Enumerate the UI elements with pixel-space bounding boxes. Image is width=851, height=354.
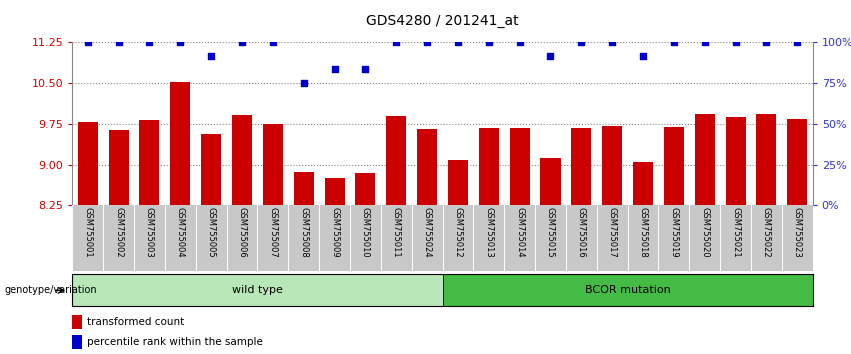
Bar [294,172,314,205]
Point [111,40,125,45]
Text: genotype/variation: genotype/variation [4,285,97,295]
Text: BCOR mutation: BCOR mutation [585,285,671,295]
Text: wild type: wild type [232,285,283,295]
Text: GSM755020: GSM755020 [700,207,709,258]
Point [420,40,434,45]
Text: GSM755008: GSM755008 [300,207,308,258]
Point [667,40,681,45]
Bar [109,130,129,205]
Text: GSM755013: GSM755013 [484,207,494,258]
Point [204,53,218,58]
Bar [479,128,499,205]
Bar [386,116,406,205]
Point [390,40,403,45]
Bar [232,115,252,205]
Point [574,40,588,45]
Text: GSM755009: GSM755009 [330,207,339,258]
Point [297,80,311,86]
Text: GSM755001: GSM755001 [83,207,92,258]
Bar [726,117,745,205]
Text: GSM755017: GSM755017 [608,207,617,258]
Text: GSM755011: GSM755011 [391,207,401,258]
Bar [140,120,159,205]
Point [760,40,774,45]
Text: GSM755012: GSM755012 [454,207,462,258]
Text: GSM755005: GSM755005 [207,207,215,258]
Text: GSM755021: GSM755021 [731,207,740,258]
Text: GDS4280 / 201241_at: GDS4280 / 201241_at [366,14,519,28]
Point [482,40,495,45]
Bar [443,274,813,306]
Text: percentile rank within the sample: percentile rank within the sample [87,337,263,347]
Bar [603,126,622,205]
Bar [72,274,443,306]
Point [451,40,465,45]
Bar [571,128,591,205]
Point [81,40,94,45]
Bar [540,158,561,205]
Bar [356,173,375,205]
Bar [787,119,808,205]
Text: GSM755004: GSM755004 [176,207,185,258]
Bar [170,82,191,205]
Point [235,40,248,45]
Bar [633,162,653,205]
Point [698,40,711,45]
Text: GSM755002: GSM755002 [114,207,123,258]
Text: GSM755007: GSM755007 [268,207,277,258]
Text: GSM755016: GSM755016 [577,207,585,258]
Text: GSM755006: GSM755006 [237,207,247,258]
Text: GSM755023: GSM755023 [793,207,802,258]
Text: GSM755018: GSM755018 [638,207,648,258]
Bar [263,124,283,205]
Text: GSM755015: GSM755015 [546,207,555,258]
Point [513,40,527,45]
Text: GSM755014: GSM755014 [515,207,524,258]
Text: transformed count: transformed count [87,317,185,327]
Bar [694,114,715,205]
Point [328,66,341,72]
Bar [448,160,468,205]
Bar [417,129,437,205]
Bar [201,134,221,205]
Bar [72,315,82,329]
Point [605,40,619,45]
Point [174,40,187,45]
Point [637,53,650,58]
Bar [510,128,529,205]
Bar [72,335,82,348]
Point [358,66,372,72]
Point [143,40,157,45]
Text: GSM755003: GSM755003 [145,207,154,258]
Bar [664,127,684,205]
Point [791,40,804,45]
Text: GSM755010: GSM755010 [361,207,370,258]
Text: GSM755024: GSM755024 [423,207,431,258]
Point [544,53,557,58]
Text: GSM755022: GSM755022 [762,207,771,258]
Bar [324,178,345,205]
Bar [757,114,776,205]
Point [266,40,280,45]
Text: GSM755019: GSM755019 [670,207,678,258]
Bar [77,122,98,205]
Point [728,40,742,45]
